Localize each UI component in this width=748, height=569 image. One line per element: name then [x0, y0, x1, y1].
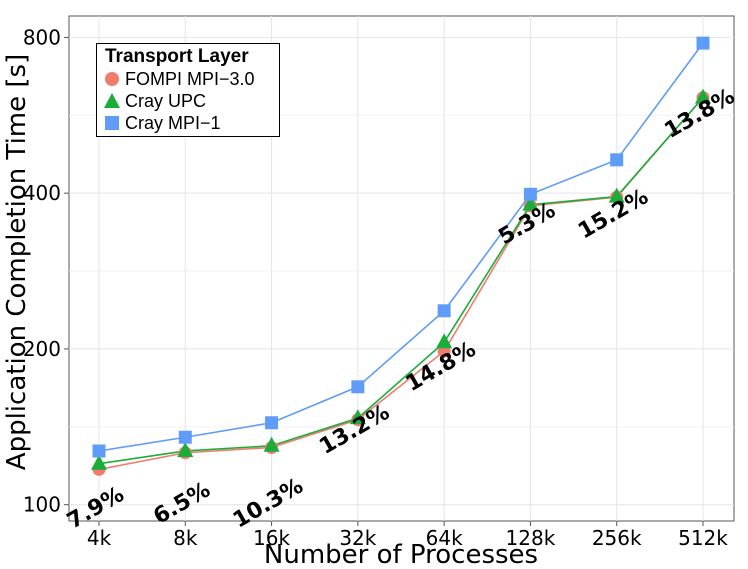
data-point-square [437, 304, 451, 318]
data-point-triangle [608, 187, 625, 203]
y-axis-label: Application Completion Time [s] [2, 54, 32, 470]
data-point-square [696, 36, 710, 50]
legend-item-cray-upc: Cray UPC [103, 90, 278, 112]
legend-triangle-marker [104, 93, 120, 108]
data-point-square [92, 444, 106, 458]
series-group [91, 36, 711, 476]
legend-item-fompi: FOMPI MPI−3.0 [103, 68, 278, 90]
x-tick-label: 256k [592, 526, 642, 550]
legend-label-fompi: FOMPI MPI−3.0 [125, 69, 255, 89]
x-tick-label: 128k [506, 526, 556, 550]
x-tick-label: 64k [426, 526, 463, 550]
data-point-square [351, 380, 365, 394]
series-line-2 [98, 42, 704, 452]
x-tick-label: 16k [253, 526, 290, 550]
y-ticks: 100 200 400 800 [23, 25, 69, 517]
x-tick-label: 4k [87, 526, 112, 550]
data-point-square [265, 416, 279, 430]
data-point-triangle [349, 409, 366, 425]
y-tick-label: 200 [23, 337, 61, 361]
legend-title: Transport Layer [105, 46, 249, 67]
legend-square-marker [105, 116, 119, 130]
data-point-triangle [91, 454, 107, 470]
data-point-triangle [522, 195, 539, 211]
y-tick-label: 800 [23, 25, 61, 49]
series-line-1 [98, 97, 704, 465]
data-point-triangle [177, 441, 194, 457]
data-point-square [178, 430, 192, 444]
data-point-triangle [263, 436, 280, 452]
x-axis-label: Number of Processes [264, 540, 538, 569]
x-ticks: 4k 8k 16k 32k 64k 128k 256k 512k [87, 521, 728, 550]
legend-label-cray-upc: Cray UPC [125, 91, 207, 111]
legend: Transport Layer FOMPI MPI−3.0 Cray UPC C… [96, 43, 280, 137]
legend-item-cray-mpi: Cray MPI−1 [103, 112, 278, 134]
legend-circle-marker [105, 72, 119, 86]
y-tick-label: 100 [23, 493, 61, 517]
legend-label-cray-mpi: Cray MPI−1 [125, 113, 221, 133]
data-point-square [610, 153, 624, 167]
y-tick-label: 400 [23, 181, 61, 205]
data-point-triangle [436, 333, 453, 349]
data-point-square [523, 187, 537, 201]
x-tick-label: 512k [678, 526, 728, 550]
data-point-triangle [695, 88, 711, 104]
x-tick-label: 32k [339, 526, 376, 550]
x-tick-label: 8k [173, 526, 198, 550]
